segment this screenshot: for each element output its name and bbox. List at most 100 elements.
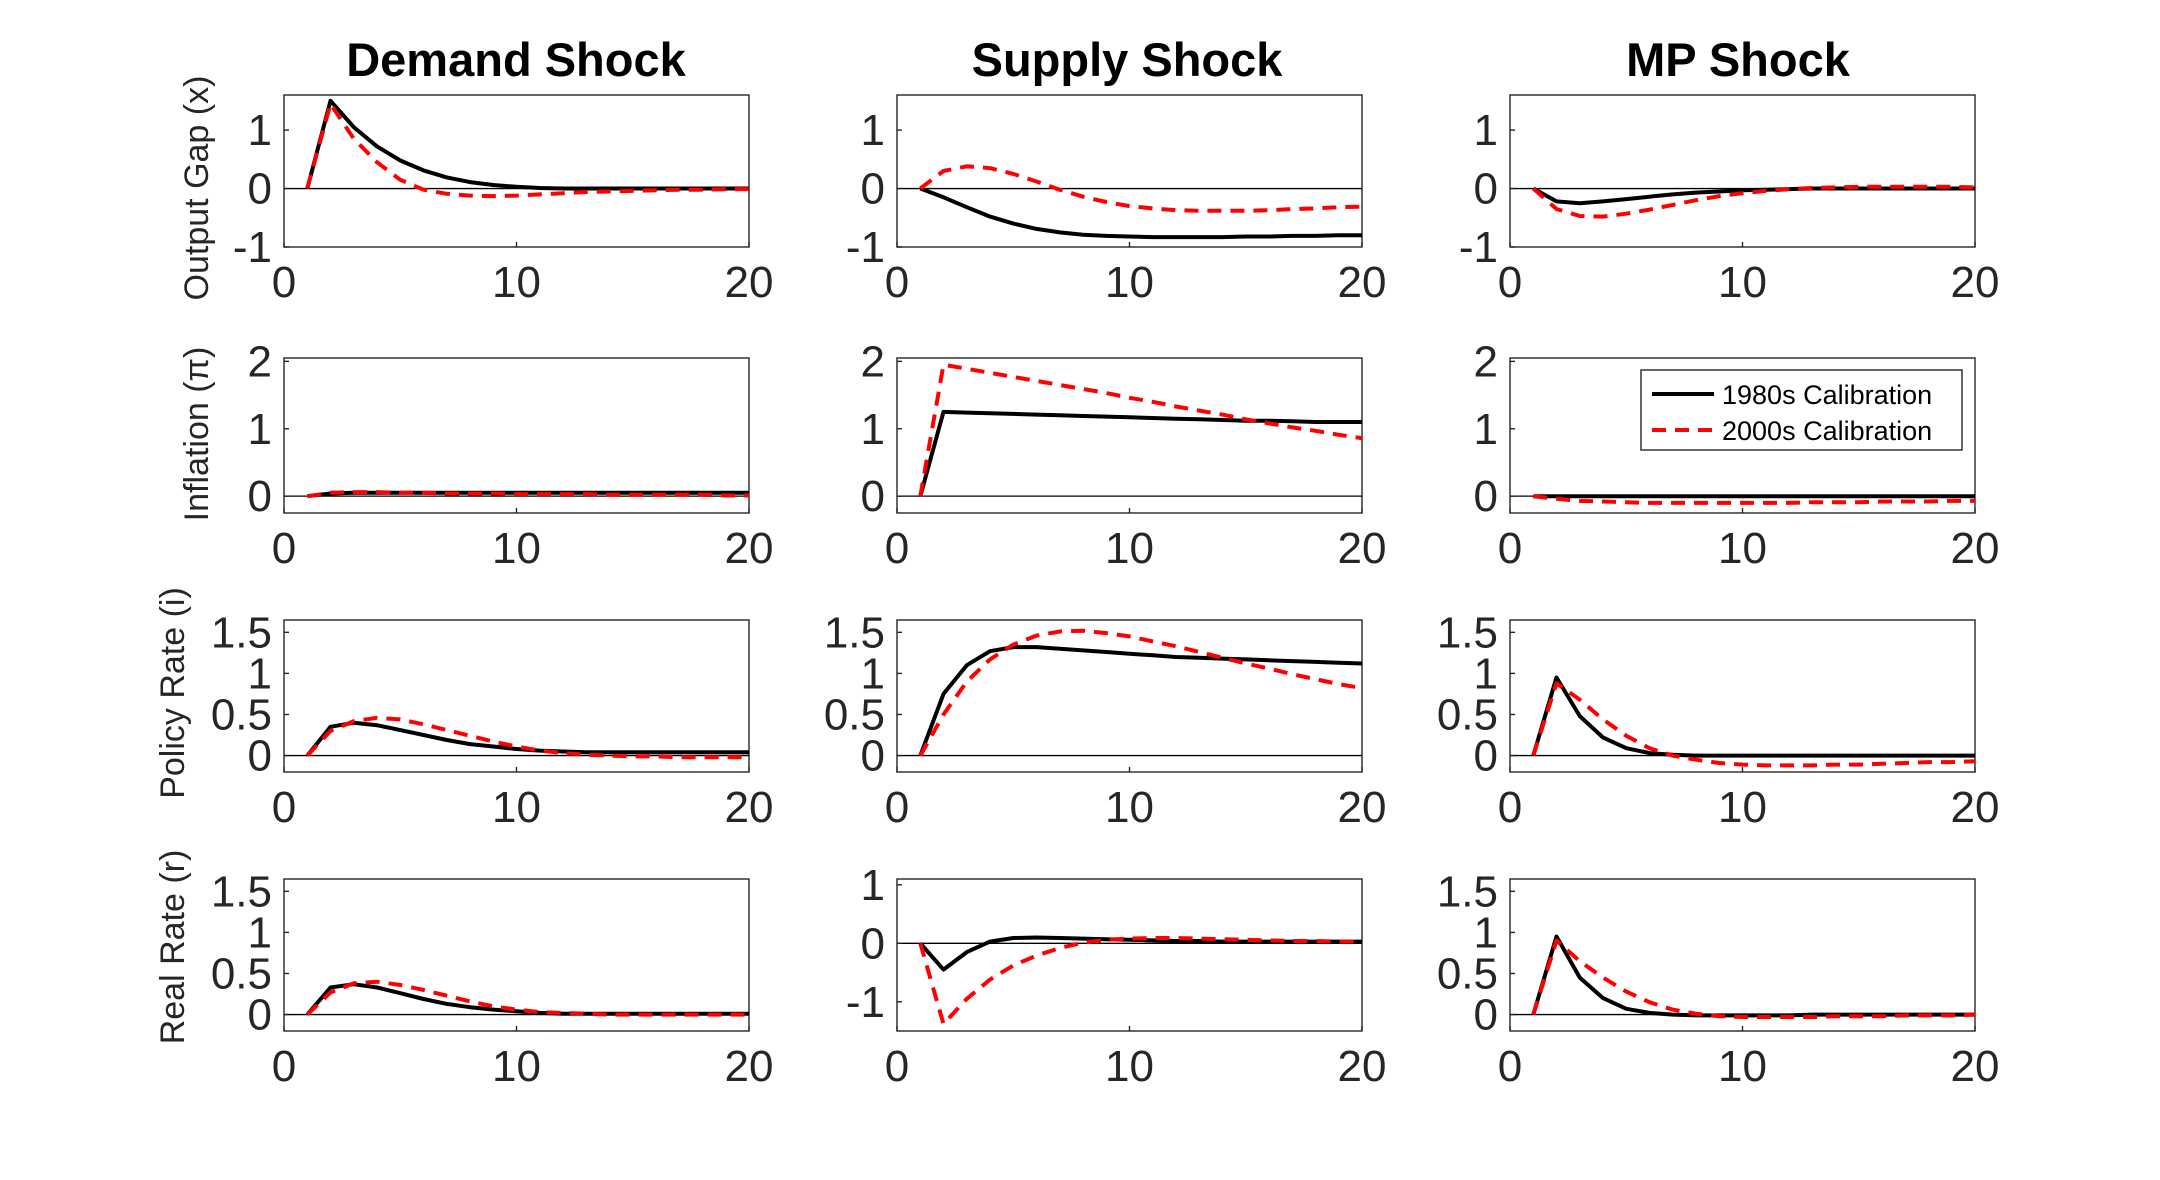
y-tick-label: 0 (248, 472, 272, 521)
x-tick-label: 20 (1951, 258, 2000, 307)
x-tick-label: 0 (885, 524, 909, 573)
y-tick-label: 2 (248, 337, 272, 386)
series-line-2000s (918, 936, 1362, 1026)
legend-box (1640, 369, 1963, 451)
y-tick-label: 0.5 (1437, 949, 1498, 998)
y-tick-label: 0 (1474, 991, 1498, 1040)
x-tick-label: 10 (1105, 258, 1154, 307)
plot-frame (896, 878, 1363, 1032)
x-tick-label: 20 (1951, 524, 2000, 573)
column-title-demand: Demand Shock (346, 33, 686, 86)
x-tick-label: 0 (1498, 258, 1522, 307)
x-tick-label: 0 (272, 524, 296, 573)
x-tick-label: 10 (1718, 524, 1767, 573)
series-line-2000s (918, 362, 1363, 497)
plot-frame (283, 619, 750, 773)
series-line-2000s (1531, 681, 1976, 768)
row-label-real-rate: Real Rate (r) (154, 850, 192, 1045)
series-line-2000s (1533, 494, 1975, 505)
plot-frame (283, 357, 750, 514)
y-tick-label: 1 (1474, 908, 1498, 957)
y-tick-label: 1 (861, 106, 885, 155)
y-tick-label: 1 (248, 405, 272, 454)
x-tick-label: 0 (1498, 783, 1522, 832)
series-line-2000s (918, 628, 1363, 757)
x-tick-label: 10 (492, 258, 541, 307)
x-tick-label: 0 (272, 258, 296, 307)
x-tick-label: 20 (1338, 783, 1387, 832)
series-line-1980s (918, 409, 1362, 497)
y-tick-label: 2 (1474, 337, 1498, 386)
x-tick-label: 20 (1951, 1042, 2000, 1091)
x-tick-label: 10 (492, 783, 541, 832)
legend-label-1980s: 1980s Calibration (1722, 380, 1932, 410)
y-tick-label: 0 (861, 165, 885, 214)
y-tick-label: 0.5 (211, 949, 272, 998)
plot-frame (896, 357, 1363, 514)
x-tick-label: 20 (725, 258, 774, 307)
y-tick-label: 0 (1474, 732, 1498, 781)
plot-frame (1509, 94, 1976, 248)
plot-frame (283, 94, 750, 248)
y-tick-label: 1 (1474, 649, 1498, 698)
legend-label-2000s: 2000s Calibration (1722, 416, 1932, 446)
x-tick-label: 10 (1718, 1042, 1767, 1091)
x-tick-label: 10 (1718, 783, 1767, 832)
x-tick-label: 10 (1105, 524, 1154, 573)
panel-real-rate-mp: 00.511.5 0 10 20 (1437, 867, 2000, 1091)
y-tick-label: 0.5 (211, 690, 272, 739)
panel-real-rate-demand: 00.511.5 0 10 20 (211, 867, 774, 1091)
column-title-mp: MP Shock (1626, 33, 1851, 86)
row-label-inflation: Inflation (π) (178, 347, 216, 522)
y-tick-label: 1 (248, 106, 272, 155)
y-tick-label: -1 (846, 978, 885, 1027)
x-tick-label: 20 (1338, 1042, 1387, 1091)
x-tick-label: 20 (725, 1042, 774, 1091)
y-tick-label: 0 (861, 919, 885, 968)
x-tick-label: 20 (725, 783, 774, 832)
series-line-2000s (1531, 938, 1976, 1019)
y-tick-label: 0 (861, 732, 885, 781)
series-line-1980s (1531, 675, 1975, 758)
plot-frame (896, 94, 1363, 248)
series-line-2000s (1531, 184, 1976, 219)
y-tick-label: 1.5 (1437, 608, 1498, 657)
y-tick-label: 0 (248, 165, 272, 214)
y-tick-label: 1 (1474, 106, 1498, 155)
row-label-policy-rate: Policy Rate (i) (154, 587, 192, 799)
x-tick-label: 0 (1498, 524, 1522, 573)
panel-policy-rate-mp: 00.511.5 0 10 20 (1437, 608, 2000, 832)
x-tick-label: 10 (492, 524, 541, 573)
plot-frame (283, 878, 750, 1032)
plot-frame (896, 619, 1363, 773)
panel-policy-rate-supply: 00.511.5 0 10 20 (824, 608, 1387, 832)
y-tick-label: 1.5 (211, 608, 272, 657)
x-tick-label: 20 (1951, 783, 2000, 832)
panel-policy-rate-demand: 00.511.5 0 10 20 (211, 608, 774, 832)
y-tick-label: 1 (248, 649, 272, 698)
x-tick-label: 20 (725, 524, 774, 573)
y-tick-label: 0 (248, 732, 272, 781)
y-tick-label: 1 (861, 649, 885, 698)
x-tick-label: 10 (492, 1042, 541, 1091)
y-tick-label: 1 (1474, 405, 1498, 454)
x-tick-label: 10 (1105, 1042, 1154, 1091)
y-tick-label: -1 (233, 223, 272, 272)
y-tick-label: -1 (846, 223, 885, 272)
series-line-1980s (919, 186, 1362, 240)
y-tick-label: -1 (1459, 223, 1498, 272)
y-tick-label: 0.5 (824, 690, 885, 739)
x-tick-label: 0 (885, 783, 909, 832)
y-tick-label: 0 (1474, 472, 1498, 521)
x-tick-label: 0 (272, 783, 296, 832)
legend: 1980s Calibration 2000s Calibration (1640, 369, 1963, 451)
y-tick-label: 2 (861, 337, 885, 386)
y-tick-label: 0 (248, 991, 272, 1040)
